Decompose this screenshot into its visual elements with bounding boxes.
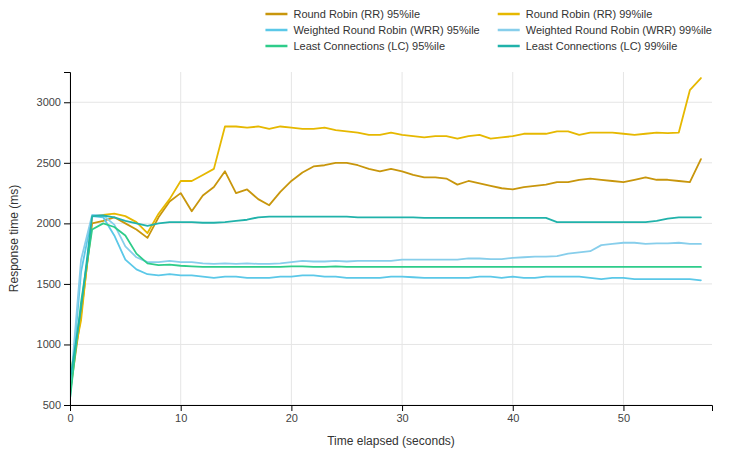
tick-mark [64, 102, 70, 103]
legend-label: Weighted Round Robin (WRR) 95%ile [293, 24, 479, 36]
tick-label: 2000 [37, 217, 61, 229]
legend-item: Weighted Round Robin (WRR) 95%ile [265, 24, 479, 36]
legend-item: Round Robin (RR) 95%ile [265, 8, 420, 20]
tick: 3000 [37, 96, 70, 108]
tick-label: 20 [286, 412, 298, 424]
tick: 40 [507, 405, 519, 424]
tick-mark [513, 405, 514, 411]
tick-label: 3000 [37, 96, 61, 108]
tick: 2000 [37, 217, 70, 229]
legend-item: Least Connections (LC) 99%ile [498, 40, 678, 52]
grid-line-y [70, 102, 712, 103]
series-line [70, 223, 701, 399]
series-line [70, 159, 701, 393]
legend-label: Round Robin (RR) 99%ile [526, 8, 653, 20]
tick: 1500 [37, 278, 70, 290]
legend: Round Robin (RR) 95%ile Round Robin (RR) … [265, 8, 712, 52]
legend-label: Least Connections (LC) 99%ile [526, 40, 678, 52]
tick-mark [181, 405, 182, 411]
series-group [70, 78, 701, 399]
grid-line-y [70, 162, 712, 163]
tick: 1000 [37, 338, 70, 350]
axis-line [64, 73, 71, 406]
tick-label: 50 [618, 412, 630, 424]
series-line [70, 215, 701, 380]
legend-label: Least Connections (LC) 95%ile [293, 40, 445, 52]
tick-mark [64, 223, 70, 224]
x-axis: 0 10 20 30 40 50 [67, 405, 712, 424]
tick: 50 [618, 405, 630, 424]
tick: 0 [67, 405, 73, 424]
tick-label: 2500 [37, 157, 61, 169]
tick-label: 500 [43, 399, 61, 411]
grid [70, 72, 712, 405]
axis-line [71, 406, 713, 412]
tick-label: 10 [175, 412, 187, 424]
tick-mark [291, 405, 292, 411]
legend-item: Weighted Round Robin (WRR) 99%ile [498, 24, 712, 36]
tick-label: 40 [507, 412, 519, 424]
series-line [70, 216, 701, 399]
grid-line-y [70, 283, 712, 284]
y-axis: 500 1000 1500 2000 2500 3000 [37, 73, 71, 412]
tick: 500 [43, 399, 70, 411]
legend-label: Weighted Round Robin (WRR) 99%ile [526, 24, 712, 36]
tick: 10 [175, 405, 187, 424]
grid-line-x [623, 72, 624, 405]
tick: 30 [396, 405, 408, 424]
chart: Round Robin (RR) 95%ile Round Robin (RR) … [0, 0, 734, 455]
tick-mark [64, 344, 70, 345]
legend-label: Round Robin (RR) 95%ile [293, 8, 420, 20]
legend-swatch [265, 29, 287, 32]
tick-label: 30 [396, 412, 408, 424]
series-line [70, 215, 701, 393]
tick: 20 [286, 405, 298, 424]
legend-swatch [265, 45, 287, 48]
tick-label: 1500 [37, 278, 61, 290]
x-axis-title: Time elapsed (seconds) [327, 434, 455, 448]
legend-item: Round Robin (RR) 99%ile [498, 8, 653, 20]
tick-mark [402, 405, 403, 411]
grid-line-x [291, 72, 292, 405]
grid-line-x [512, 72, 513, 405]
tick: 2500 [37, 157, 70, 169]
legend-swatch [498, 29, 520, 32]
legend-swatch [265, 13, 287, 16]
grid-line-y [70, 344, 712, 345]
tick-mark [623, 405, 624, 411]
plot: 0 10 20 30 40 50 500 1000 1500 2000 2500 3000 Time e… [7, 72, 713, 448]
tick-mark [64, 284, 70, 285]
legend-swatch [498, 45, 520, 48]
legend-swatch [498, 13, 520, 16]
y-axis-title: Response time (ms) [7, 185, 21, 292]
tick-mark [64, 405, 70, 406]
tick-mark [64, 163, 70, 164]
series-line [70, 78, 701, 375]
tick-label: 0 [67, 412, 73, 424]
grid-line-x [402, 72, 403, 405]
tick-label: 1000 [37, 338, 61, 350]
legend-item: Least Connections (LC) 95%ile [265, 40, 445, 52]
grid-line-x [180, 72, 181, 405]
